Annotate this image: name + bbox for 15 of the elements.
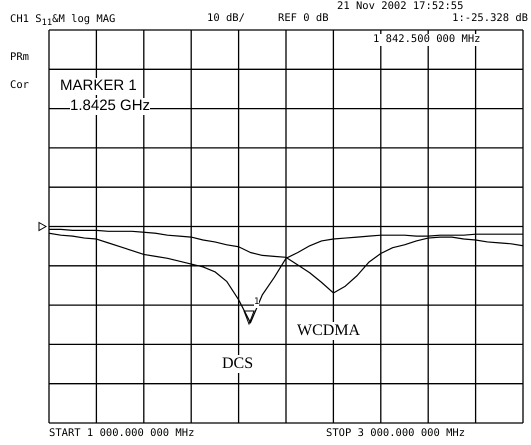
text: START 1 000.000 000 MHz [49,427,194,440]
text: MARKER 1 [60,77,137,94]
text: 1.8425 GHz [70,97,150,114]
text: 21 Nov 2002 17:52:55 [337,0,464,13]
text: Cor [10,79,29,92]
annotation: 1 [254,297,260,308]
chart-title: CH1 S$_{11}$&M log MAG [10,13,116,28]
text: REF 0 dB [278,12,329,25]
text: PRm [10,51,29,64]
text: DCS [222,355,254,373]
text: STOP 3 000.000 000 MHz [326,427,466,440]
text: 1 842.500 000 MHz [373,33,480,46]
text: 10 dB/ [207,12,245,25]
text: 1:-25.328 dB [452,12,528,25]
annotation: WCDMA [297,322,360,340]
